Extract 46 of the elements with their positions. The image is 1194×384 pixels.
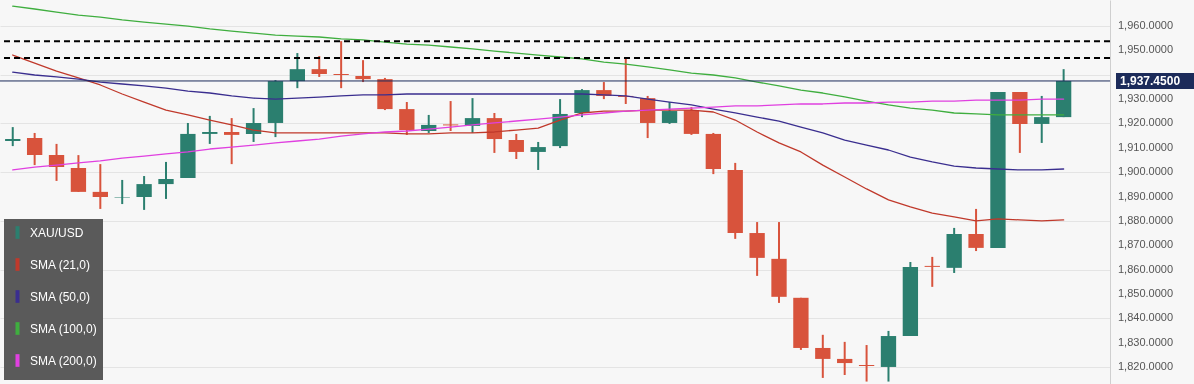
line-series <box>12 71 1065 171</box>
candlestick <box>837 340 853 376</box>
candlestick <box>442 100 459 132</box>
candlestick <box>530 140 546 171</box>
line-series <box>12 54 1065 222</box>
candlestick <box>1034 94 1050 144</box>
y-tick-label: 1,820.0000 <box>1118 359 1174 372</box>
ref-line-label: 1,937.4500 <box>1120 73 1181 88</box>
y-tick-label: 1,880.0000 <box>1118 213 1174 226</box>
candlestick <box>968 207 984 253</box>
candlestick <box>858 344 875 383</box>
legend-label: XAU/USD <box>30 225 84 240</box>
candlestick <box>333 40 349 90</box>
legend-label: SMA (50,0) <box>30 289 91 304</box>
legend-label: SMA (21,0) <box>30 257 91 272</box>
candlestick <box>70 154 87 193</box>
y-tick-label: 1,920.0000 <box>1118 116 1174 129</box>
y-tick-label: 1,910.0000 <box>1118 140 1174 153</box>
candlestick <box>399 101 415 136</box>
candlestick <box>136 175 152 211</box>
y-tick-label: 1,830.0000 <box>1118 335 1174 348</box>
candlestick <box>26 131 43 167</box>
legend-label: SMA (100,0) <box>30 321 97 336</box>
candlestick <box>114 178 130 206</box>
candlestick <box>5 126 21 148</box>
candlestick <box>224 117 240 166</box>
y-tick-label: 1,860.0000 <box>1118 262 1174 275</box>
candlestick <box>661 101 678 125</box>
candlestick <box>202 114 218 145</box>
candlestick <box>508 132 524 161</box>
candlestick <box>924 255 940 288</box>
legend-label: SMA (200,0) <box>30 353 97 368</box>
candlestick <box>815 333 831 379</box>
y-tick-label: 1,930.0000 <box>1118 92 1174 105</box>
y-tick-label: 1,850.0000 <box>1118 286 1174 299</box>
candlestick <box>574 88 590 119</box>
y-tick-label: 1,960.0000 <box>1118 19 1174 32</box>
y-tick-label: 1,840.0000 <box>1118 311 1174 324</box>
y-tick-label: 1,870.0000 <box>1118 238 1174 251</box>
candlestick <box>158 160 174 200</box>
candlestick <box>311 55 327 78</box>
y-tick-label: 1,890.0000 <box>1118 189 1174 202</box>
y-tick-label: 1,950.0000 <box>1118 43 1174 56</box>
candlestick <box>289 52 306 90</box>
candlestick <box>92 163 108 210</box>
y-tick-label: 1,900.0000 <box>1118 165 1174 178</box>
